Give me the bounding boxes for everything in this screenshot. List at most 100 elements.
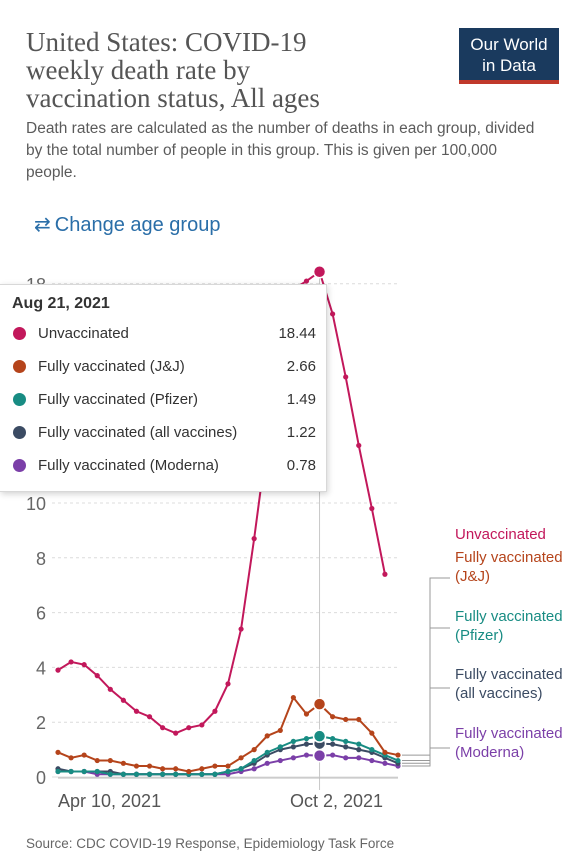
data-point (238, 626, 244, 632)
tooltip-series-label: Fully vaccinated (Moderna) (38, 457, 219, 474)
tooltip-row: Fully vaccinated (Pfizer) 1.49 (12, 391, 326, 424)
data-point (160, 725, 166, 731)
data-point (369, 505, 375, 512)
data-point (264, 760, 270, 766)
data-point (312, 697, 327, 711)
change-age-group-button[interactable]: ⇄ Change age group (34, 212, 220, 237)
data-point (382, 749, 388, 755)
tooltip-date: Aug 21, 2021 (12, 295, 110, 312)
legend-item[interactable]: Fully vaccinated (J&J) (455, 549, 563, 585)
data-point (199, 722, 205, 728)
data-point (251, 747, 257, 753)
data-point (303, 741, 310, 747)
y-tick-label: 0 (36, 768, 46, 788)
tooltip-series-value: 18.44 (278, 325, 316, 342)
data-point (94, 768, 100, 775)
legend-item[interactable]: Unvaccinated (455, 526, 546, 543)
legend-item[interactable]: Fully vaccinated (all vaccines) (455, 666, 563, 702)
change-age-group-label: Change age group (54, 214, 221, 236)
data-point (330, 714, 336, 720)
legend-item[interactable]: Fully vaccinated (Pfizer) (455, 608, 563, 644)
swap-arrows-icon: ⇄ (34, 214, 51, 236)
data-point (290, 755, 296, 761)
series-dot-icon (13, 360, 26, 373)
data-point (212, 771, 218, 777)
data-point (369, 730, 375, 736)
data-point (395, 752, 401, 758)
y-tick-label: 2 (36, 713, 46, 733)
data-point (312, 748, 327, 763)
data-point (290, 744, 296, 750)
data-point (133, 763, 140, 769)
data-point (68, 755, 74, 761)
data-point (303, 711, 310, 717)
data-point (225, 768, 231, 775)
data-point (68, 659, 74, 665)
data-point (330, 311, 336, 317)
series-dot-icon (13, 459, 26, 472)
y-tick-label: 10 (26, 494, 46, 514)
data-point (81, 768, 87, 775)
data-point (264, 733, 270, 739)
data-point (212, 763, 218, 769)
data-point (107, 771, 113, 777)
legend-item[interactable]: Fully vaccinated (Moderna) (455, 725, 563, 761)
data-point (173, 766, 179, 772)
tooltip-series-label: Fully vaccinated (all vaccines) (38, 424, 238, 441)
data-point (356, 741, 362, 747)
data-point (356, 442, 362, 449)
x-tick-label: Apr 10, 2021 (58, 791, 161, 811)
series-line (57, 270, 386, 735)
data-point (186, 725, 192, 731)
data-point (81, 752, 87, 758)
data-point (146, 763, 153, 769)
data-point (225, 763, 231, 769)
tooltip-row: Unvaccinated 18.44 (12, 325, 326, 358)
data-point (343, 744, 349, 750)
x-tick-label: Oct 2, 2021 (290, 791, 383, 811)
data-point (356, 716, 362, 723)
tooltip-series-value: 1.49 (286, 391, 316, 408)
data-point (277, 727, 283, 734)
tooltip-series-label: Fully vaccinated (Pfizer) (38, 391, 199, 408)
data-point (343, 738, 349, 744)
chart-title: United States: COVID-19 weekly death rat… (26, 28, 436, 112)
tooltip-row: Fully vaccinated (all vaccines) 1.22 (12, 424, 326, 457)
data-point (343, 374, 349, 380)
data-point (290, 694, 296, 701)
data-point (186, 768, 192, 775)
hover-tooltip: Aug 21, 2021 Unvaccinated 18.44 Fully va… (0, 284, 327, 492)
y-tick-label: 4 (36, 658, 46, 678)
data-point (303, 752, 310, 758)
chart-subtitle: Death rates are calculated as the number… (26, 120, 535, 181)
data-point (330, 736, 336, 742)
data-point (107, 757, 113, 764)
data-point (330, 741, 336, 747)
data-point (251, 757, 257, 764)
data-point (212, 708, 218, 714)
tooltip-series-label: Fully vaccinated (J&J) (38, 358, 185, 375)
owid-logo[interactable]: Our World in Data (459, 28, 559, 84)
data-point (312, 729, 327, 743)
data-point (290, 738, 296, 744)
source-note: Source: CDC COVID-19 Response, Epidemiol… (26, 836, 395, 851)
tooltip-series-value: 1.22 (286, 424, 316, 441)
data-point (55, 749, 61, 755)
data-point (199, 771, 205, 777)
data-point (55, 667, 61, 673)
data-point (277, 757, 283, 764)
tooltip-series-value: 2.66 (286, 358, 316, 375)
series-dot-icon (13, 426, 26, 439)
data-point (343, 755, 349, 761)
chart-title-line: United States: COVID-19 (26, 27, 307, 57)
logo-line: Our World (470, 35, 548, 54)
data-point (225, 681, 231, 687)
data-point (120, 760, 126, 766)
chart-title-line: weekly death rate by (26, 55, 251, 85)
data-point (382, 571, 388, 577)
data-point (238, 766, 244, 772)
data-point (369, 747, 375, 753)
data-point (94, 673, 100, 679)
data-point (303, 736, 310, 742)
